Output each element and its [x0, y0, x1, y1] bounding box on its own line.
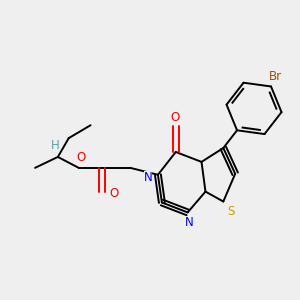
- Text: N: N: [144, 171, 152, 184]
- Text: O: O: [76, 152, 85, 164]
- Text: O: O: [170, 111, 179, 124]
- Text: O: O: [110, 187, 119, 200]
- Text: N: N: [185, 216, 194, 229]
- Text: S: S: [228, 205, 235, 218]
- Text: Br: Br: [268, 70, 281, 83]
- Text: H: H: [50, 139, 59, 152]
